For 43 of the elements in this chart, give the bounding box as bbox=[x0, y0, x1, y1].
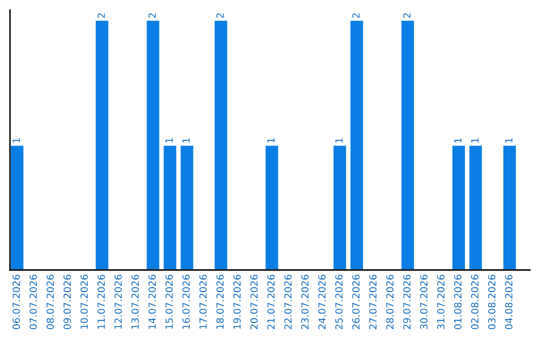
x-tick-label: 24.07.2026 bbox=[318, 274, 326, 330]
data-label: 1 bbox=[166, 138, 173, 143]
x-tick-label: 27.07.2026 bbox=[369, 274, 377, 330]
x-tick-label: 13.07.2026 bbox=[131, 274, 139, 329]
x-tick-label: 25.07.2026 bbox=[335, 274, 343, 330]
x-tick-label: 08.07.2026 bbox=[46, 274, 54, 330]
x-tick-label: 29.07.2026 bbox=[403, 274, 411, 330]
x-tick-label: 06.07.2026 bbox=[12, 274, 20, 330]
x-tick-label: 01.08.2026 bbox=[454, 274, 462, 330]
data-label: 2 bbox=[216, 13, 224, 18]
x-tick-label: 16.07.2026 bbox=[182, 274, 190, 329]
x-tick-label: 14.07.2026 bbox=[148, 274, 156, 329]
x-tick-label: 20.07.2026 bbox=[250, 274, 258, 330]
x-tick-label: 23.07.2026 bbox=[301, 274, 309, 330]
x-tick-label: 07.07.2026 bbox=[30, 274, 37, 330]
data-label: 2 bbox=[403, 13, 410, 18]
x-tick-label: 18.07.2026 bbox=[216, 274, 224, 329]
x-tick-label: 31.07.2026 bbox=[437, 274, 445, 330]
x-tick-label: 02.08.2026 bbox=[471, 274, 478, 330]
x-tick-label: 12.07.2026 bbox=[114, 274, 122, 329]
data-label: 1 bbox=[182, 138, 190, 143]
data-label: 1 bbox=[12, 138, 20, 143]
data-label: 1 bbox=[471, 138, 478, 143]
x-tick-label: 15.07.2026 bbox=[165, 274, 173, 329]
x-tick-label: 19.07.2026 bbox=[233, 274, 241, 329]
x-tick-label: 09.07.2026 bbox=[64, 274, 71, 330]
data-label: 1 bbox=[505, 138, 512, 143]
x-tick-label: 30.07.2026 bbox=[420, 274, 428, 330]
x-tick-label: 11.07.2026 bbox=[98, 274, 105, 329]
x-tick-label: 03.08.2026 bbox=[488, 274, 496, 330]
x-tick-label: 21.07.2026 bbox=[267, 274, 275, 330]
x-tick-label: 04.08.2026 bbox=[505, 274, 512, 330]
x-tick-label: 28.07.2026 bbox=[386, 274, 394, 330]
x-tick-label: 10.07.2026 bbox=[80, 274, 88, 329]
x-tick-label: 17.07.2026 bbox=[199, 274, 207, 329]
data-label: 2 bbox=[352, 13, 360, 18]
data-label: 2 bbox=[98, 13, 105, 18]
x-tick-label: 26.07.2026 bbox=[352, 274, 360, 330]
x-tick-label: 22.07.2026 bbox=[284, 274, 292, 330]
data-label: 1 bbox=[335, 138, 342, 143]
data-label: 1 bbox=[454, 138, 462, 143]
data-label: 2 bbox=[148, 13, 156, 18]
data-label: 1 bbox=[267, 138, 275, 143]
